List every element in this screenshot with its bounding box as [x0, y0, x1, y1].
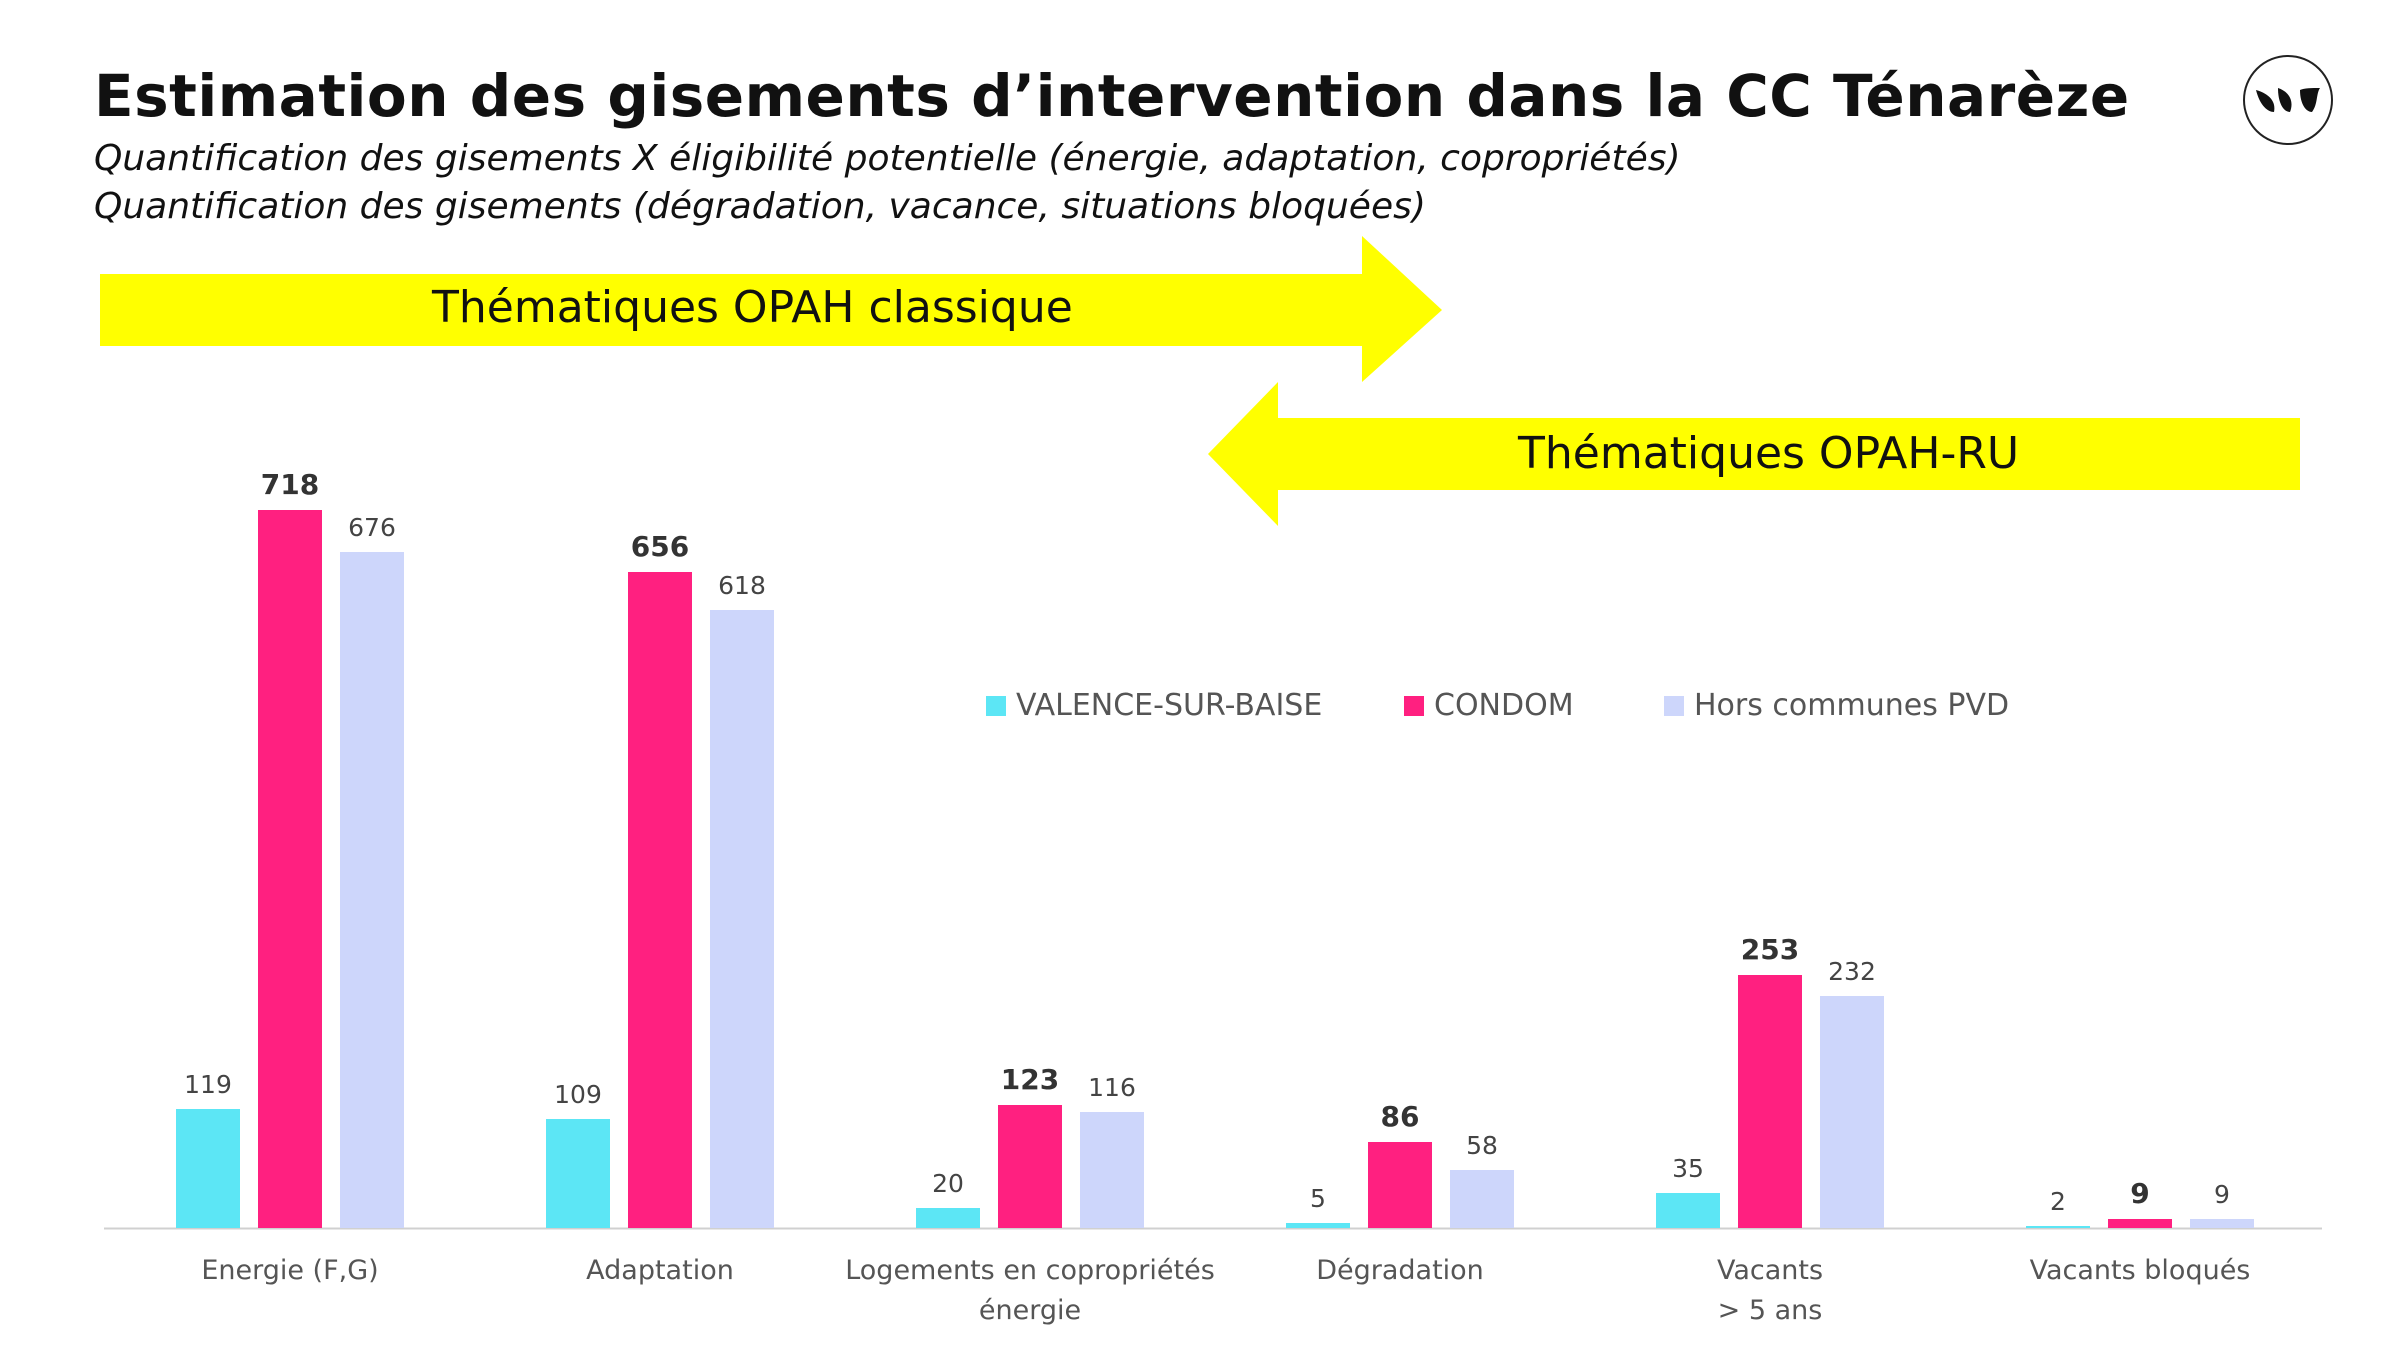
- opah-ru-label: Thématiques OPAH-RU: [1518, 428, 2020, 479]
- category-label-1-0: Adaptation: [586, 1255, 734, 1286]
- legend-label-hors-pvd: Hors communes PVD: [1694, 688, 2010, 723]
- opah-ru-arrow: [1208, 382, 2300, 526]
- data-label-1-0: 109: [554, 1080, 602, 1109]
- page-title: Estimation des gisements d’intervention …: [94, 62, 2130, 130]
- data-label-3-0: 5: [1310, 1184, 1326, 1213]
- legend-item-hors-pvd: Hors communes PVD: [1664, 688, 2009, 723]
- bar-0-0: [176, 1109, 240, 1228]
- bar-3-0: [1286, 1223, 1350, 1228]
- bar-4-1: [1738, 975, 1802, 1228]
- opah-classique-arrow: [100, 236, 1442, 382]
- data-label-3-2: 58: [1466, 1131, 1498, 1160]
- bar-2-0: [916, 1208, 980, 1228]
- bar-4-2: [1820, 996, 1884, 1228]
- bar-1-0: [546, 1119, 610, 1228]
- data-label-1-2: 618: [718, 571, 766, 600]
- data-label-4-1: 253: [1741, 933, 1799, 966]
- data-label-4-0: 35: [1672, 1154, 1704, 1183]
- bar-0-2: [340, 552, 404, 1228]
- data-label-5-0: 2: [2050, 1187, 2066, 1216]
- subtitle-line-1: Quantification des gisements X éligibili…: [94, 138, 1681, 179]
- bar-1-1: [628, 572, 692, 1228]
- data-label-5-2: 9: [2214, 1180, 2230, 1209]
- data-label-2-2: 116: [1088, 1073, 1136, 1102]
- data-label-2-0: 20: [932, 1169, 964, 1198]
- data-label-0-1: 718: [261, 468, 319, 501]
- data-label-3-1: 86: [1381, 1100, 1420, 1133]
- bar-4-0: [1656, 1193, 1720, 1228]
- data-label-0-2: 676: [348, 513, 396, 542]
- legend-item-valence: VALENCE-SUR-BAISE: [986, 688, 1322, 723]
- category-label-5-0: Vacants bloqués: [2030, 1255, 2251, 1286]
- leaves-logo-icon: [2243, 55, 2333, 145]
- bar-5-1: [2108, 1219, 2172, 1228]
- bar-3-1: [1368, 1142, 1432, 1228]
- category-label-3-0: Dégradation: [1316, 1255, 1484, 1286]
- data-label-2-1: 123: [1001, 1063, 1059, 1096]
- category-label-4-0: Vacants: [1717, 1255, 1823, 1286]
- bar-5-2: [2190, 1219, 2254, 1228]
- opah-classique-label: Thématiques OPAH classique: [432, 282, 1073, 333]
- subtitle-line-2: Quantification des gisements (dégradatio…: [94, 186, 1426, 227]
- legend-swatch-condom: [1404, 695, 1424, 716]
- data-label-1-1: 656: [631, 530, 689, 563]
- category-label-0-0: Energie (F,G): [201, 1255, 378, 1286]
- data-label-0-0: 119: [184, 1070, 232, 1099]
- bar-0-1: [258, 510, 322, 1228]
- legend-label-condom: CONDOM: [1434, 688, 1574, 723]
- legend-item-condom: CONDOM: [1404, 688, 1574, 723]
- legend-label-valence: VALENCE-SUR-BAISE: [1016, 688, 1323, 723]
- category-label-2-1: énergie: [979, 1295, 1081, 1326]
- category-label-2-0: Logements en copropriétés: [845, 1255, 1215, 1286]
- data-label-5-1: 9: [2130, 1177, 2149, 1210]
- bar-2-1: [998, 1105, 1062, 1228]
- bar-2-2: [1080, 1112, 1144, 1228]
- bar-3-2: [1450, 1170, 1514, 1228]
- legend-swatch-hors-pvd: [1664, 695, 1684, 716]
- bar-1-2: [710, 610, 774, 1228]
- data-label-4-2: 232: [1828, 957, 1876, 986]
- legend-swatch-valence: [986, 695, 1006, 716]
- bar-5-0: [2026, 1226, 2090, 1228]
- category-label-4-1: > 5 ans: [1718, 1295, 1823, 1326]
